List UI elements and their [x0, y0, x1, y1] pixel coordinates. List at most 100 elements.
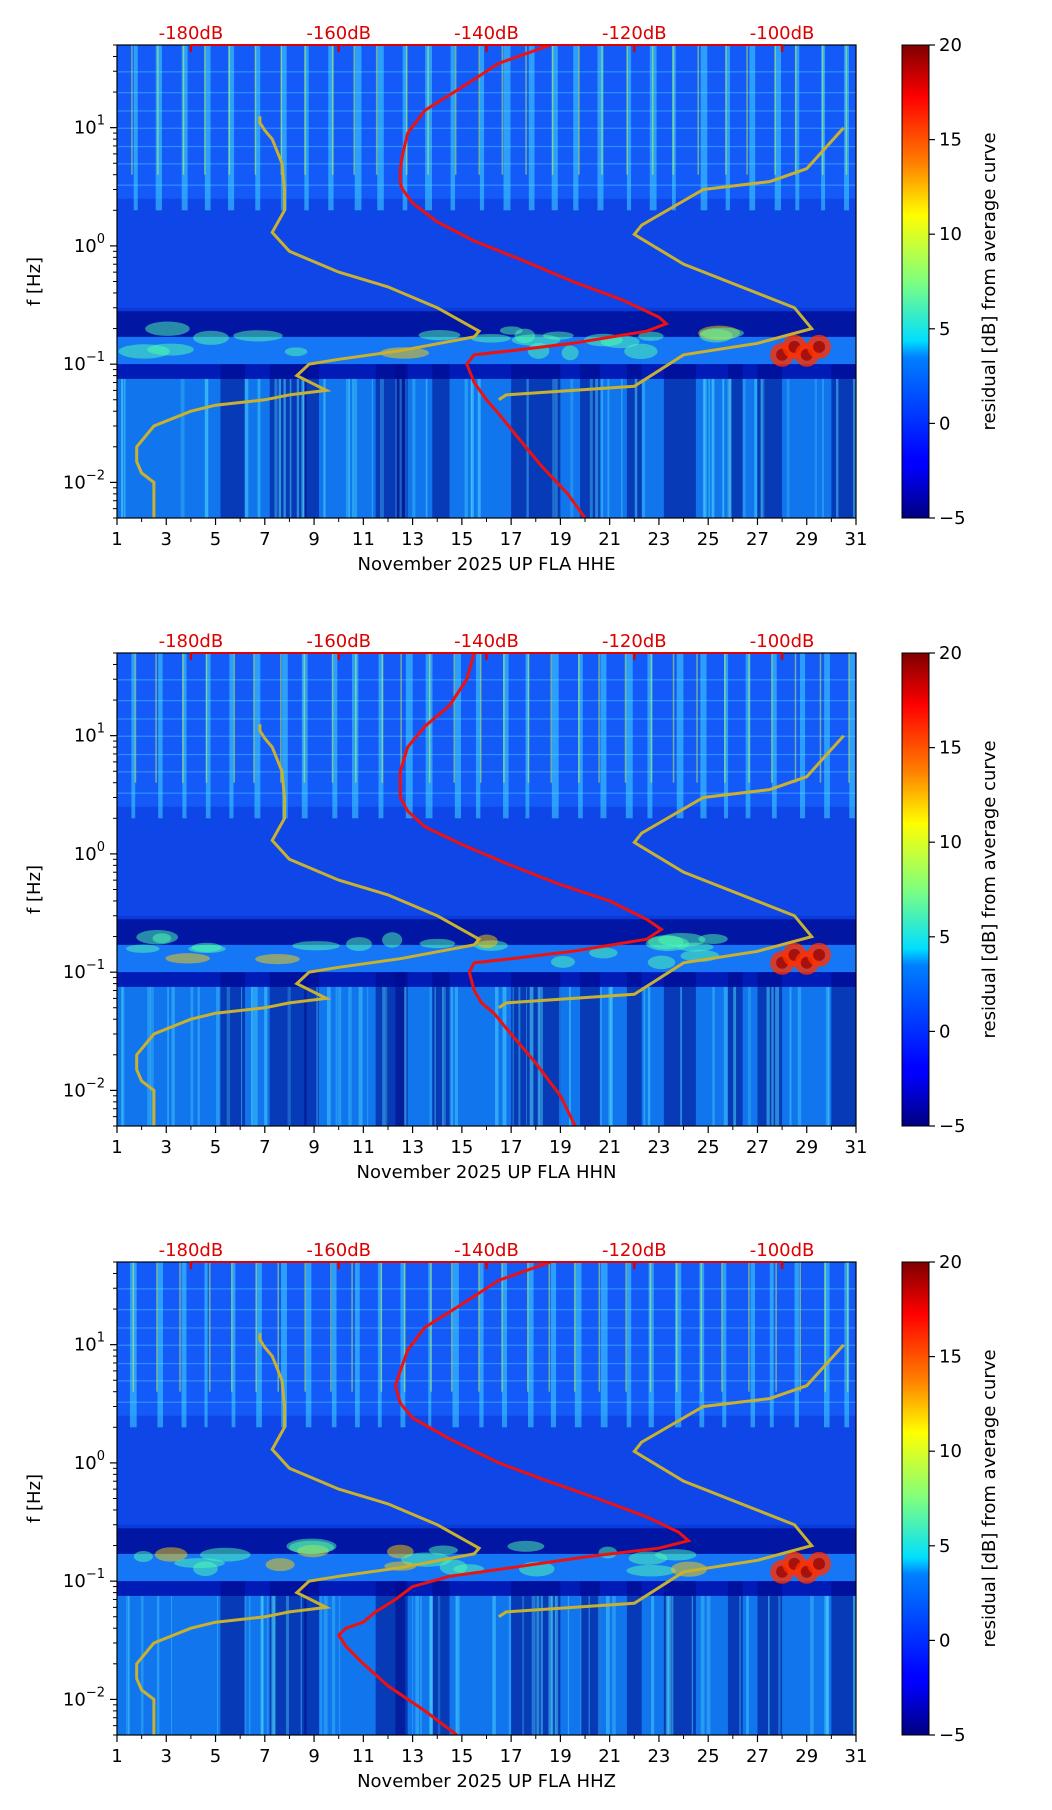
daily-streak: [452, 1262, 459, 1428]
red-psd-curve: [398, 653, 665, 1126]
noise-streak: [822, 378, 824, 518]
noise-streak: [711, 378, 715, 518]
daily-streak-core: [331, 653, 334, 783]
microseism-patch: [542, 331, 574, 340]
quiet-column: [757, 1581, 783, 1735]
storm-spot-core: [813, 340, 826, 353]
noise-streak: [464, 378, 468, 518]
noise-streak: [747, 986, 752, 1126]
daily-streak-core: [209, 1262, 211, 1392]
microseism-patch: [133, 1550, 153, 1562]
daily-streak: [378, 653, 384, 819]
daily-streak: [722, 1262, 727, 1428]
daily-streak: [769, 1262, 774, 1428]
daily-streak: [304, 45, 309, 211]
tonal-line: [117, 1380, 856, 1382]
daily-streak-core: [525, 45, 527, 175]
tonal-line: [117, 718, 856, 720]
noise-streak: [358, 986, 363, 1126]
x-tick-label: 7: [259, 529, 270, 550]
x-tick-label: 13: [401, 529, 424, 550]
noise-streak: [742, 378, 746, 518]
daily-streak-core: [573, 1262, 576, 1392]
colorbar-tick-label: 15: [939, 130, 962, 151]
noise-streak: [570, 378, 574, 518]
quiet-column: [831, 1581, 856, 1735]
microseism-patch: [698, 934, 728, 944]
band-high-freq: [117, 653, 856, 807]
daily-streak: [551, 653, 559, 819]
daily-streak-core: [254, 45, 257, 175]
microseism-patch: [677, 942, 714, 952]
daily-streak: [723, 653, 729, 819]
tonal-line: [117, 700, 856, 702]
y-tick-base: 10: [74, 1453, 97, 1474]
tonal-line: [117, 92, 856, 94]
daily-streak: [402, 45, 408, 211]
daily-streak-core: [697, 45, 699, 175]
quiet-column: [663, 1581, 696, 1735]
spectrogram-image: [117, 45, 856, 518]
noise-streak: [680, 986, 683, 1126]
top-db-label: -180dB: [159, 631, 224, 652]
daily-streak: [204, 45, 211, 211]
daily-streak-core: [131, 45, 133, 175]
noise-streak: [156, 1595, 160, 1735]
noise-streak: [420, 1595, 422, 1735]
daily-streak-core: [428, 653, 431, 783]
y-tick-label: 100: [74, 232, 105, 257]
x-tick-label: 3: [161, 529, 172, 550]
daily-streak: [328, 45, 334, 211]
daily-streak-core: [626, 45, 628, 175]
quiet-column: [626, 1581, 642, 1735]
daily-streak-core: [400, 653, 402, 783]
daily-streak-core: [748, 1262, 750, 1392]
noise-streak: [711, 378, 714, 518]
x-tick-label: 15: [450, 1137, 473, 1158]
daily-streak: [229, 653, 234, 819]
y-tick-exponent: 0: [97, 232, 105, 247]
quiet-column: [831, 364, 856, 518]
tonal-line: [117, 1344, 856, 1346]
daily-streak: [600, 653, 607, 819]
y-tick-exponent: −2: [86, 1685, 105, 1700]
microseism-patch: [418, 329, 461, 341]
quiet-column: [269, 364, 307, 518]
noise-streak: [250, 986, 254, 1126]
noise-streak: [492, 1595, 496, 1735]
daily-streak: [745, 653, 751, 819]
y-axis-label: f [Hz]: [24, 1474, 45, 1523]
noise-streak: [337, 986, 342, 1126]
daily-streak: [676, 653, 684, 819]
noise-streak: [348, 378, 350, 518]
daily-streak: [475, 653, 481, 819]
y-tick-base: 10: [63, 354, 86, 375]
noise-streak: [814, 378, 817, 518]
quiet-column: [580, 364, 600, 518]
daily-streak: [281, 1262, 287, 1428]
daily-streak: [280, 45, 287, 211]
noise-streak: [470, 378, 473, 518]
colorbar-label: residual [dB] from average curve: [979, 740, 1000, 1038]
noise-streak: [241, 986, 243, 1126]
daily-streak-core: [721, 1262, 723, 1392]
colorbar-tick-label: −5: [939, 1725, 966, 1746]
microseism-patch: [400, 1552, 452, 1567]
noise-streak: [283, 378, 286, 518]
microseism-patch: [265, 1558, 295, 1572]
daily-streak: [503, 653, 509, 819]
daily-streak-core: [724, 653, 726, 783]
daily-streak: [354, 45, 362, 211]
noise-streak: [323, 378, 326, 518]
daily-streak: [844, 1262, 850, 1428]
microseism-patch: [255, 953, 300, 965]
colorbar-tick-label: −5: [939, 508, 966, 529]
daily-streak: [157, 1262, 164, 1428]
yellow-curve-right: [497, 126, 845, 402]
tonal-line: [117, 679, 856, 681]
y-tick-exponent: −1: [86, 958, 105, 973]
top-db-label: -100dB: [750, 23, 815, 44]
noise-streak: [518, 986, 521, 1126]
microseism-patch: [624, 343, 658, 359]
x-tick-label: 25: [697, 1137, 720, 1158]
